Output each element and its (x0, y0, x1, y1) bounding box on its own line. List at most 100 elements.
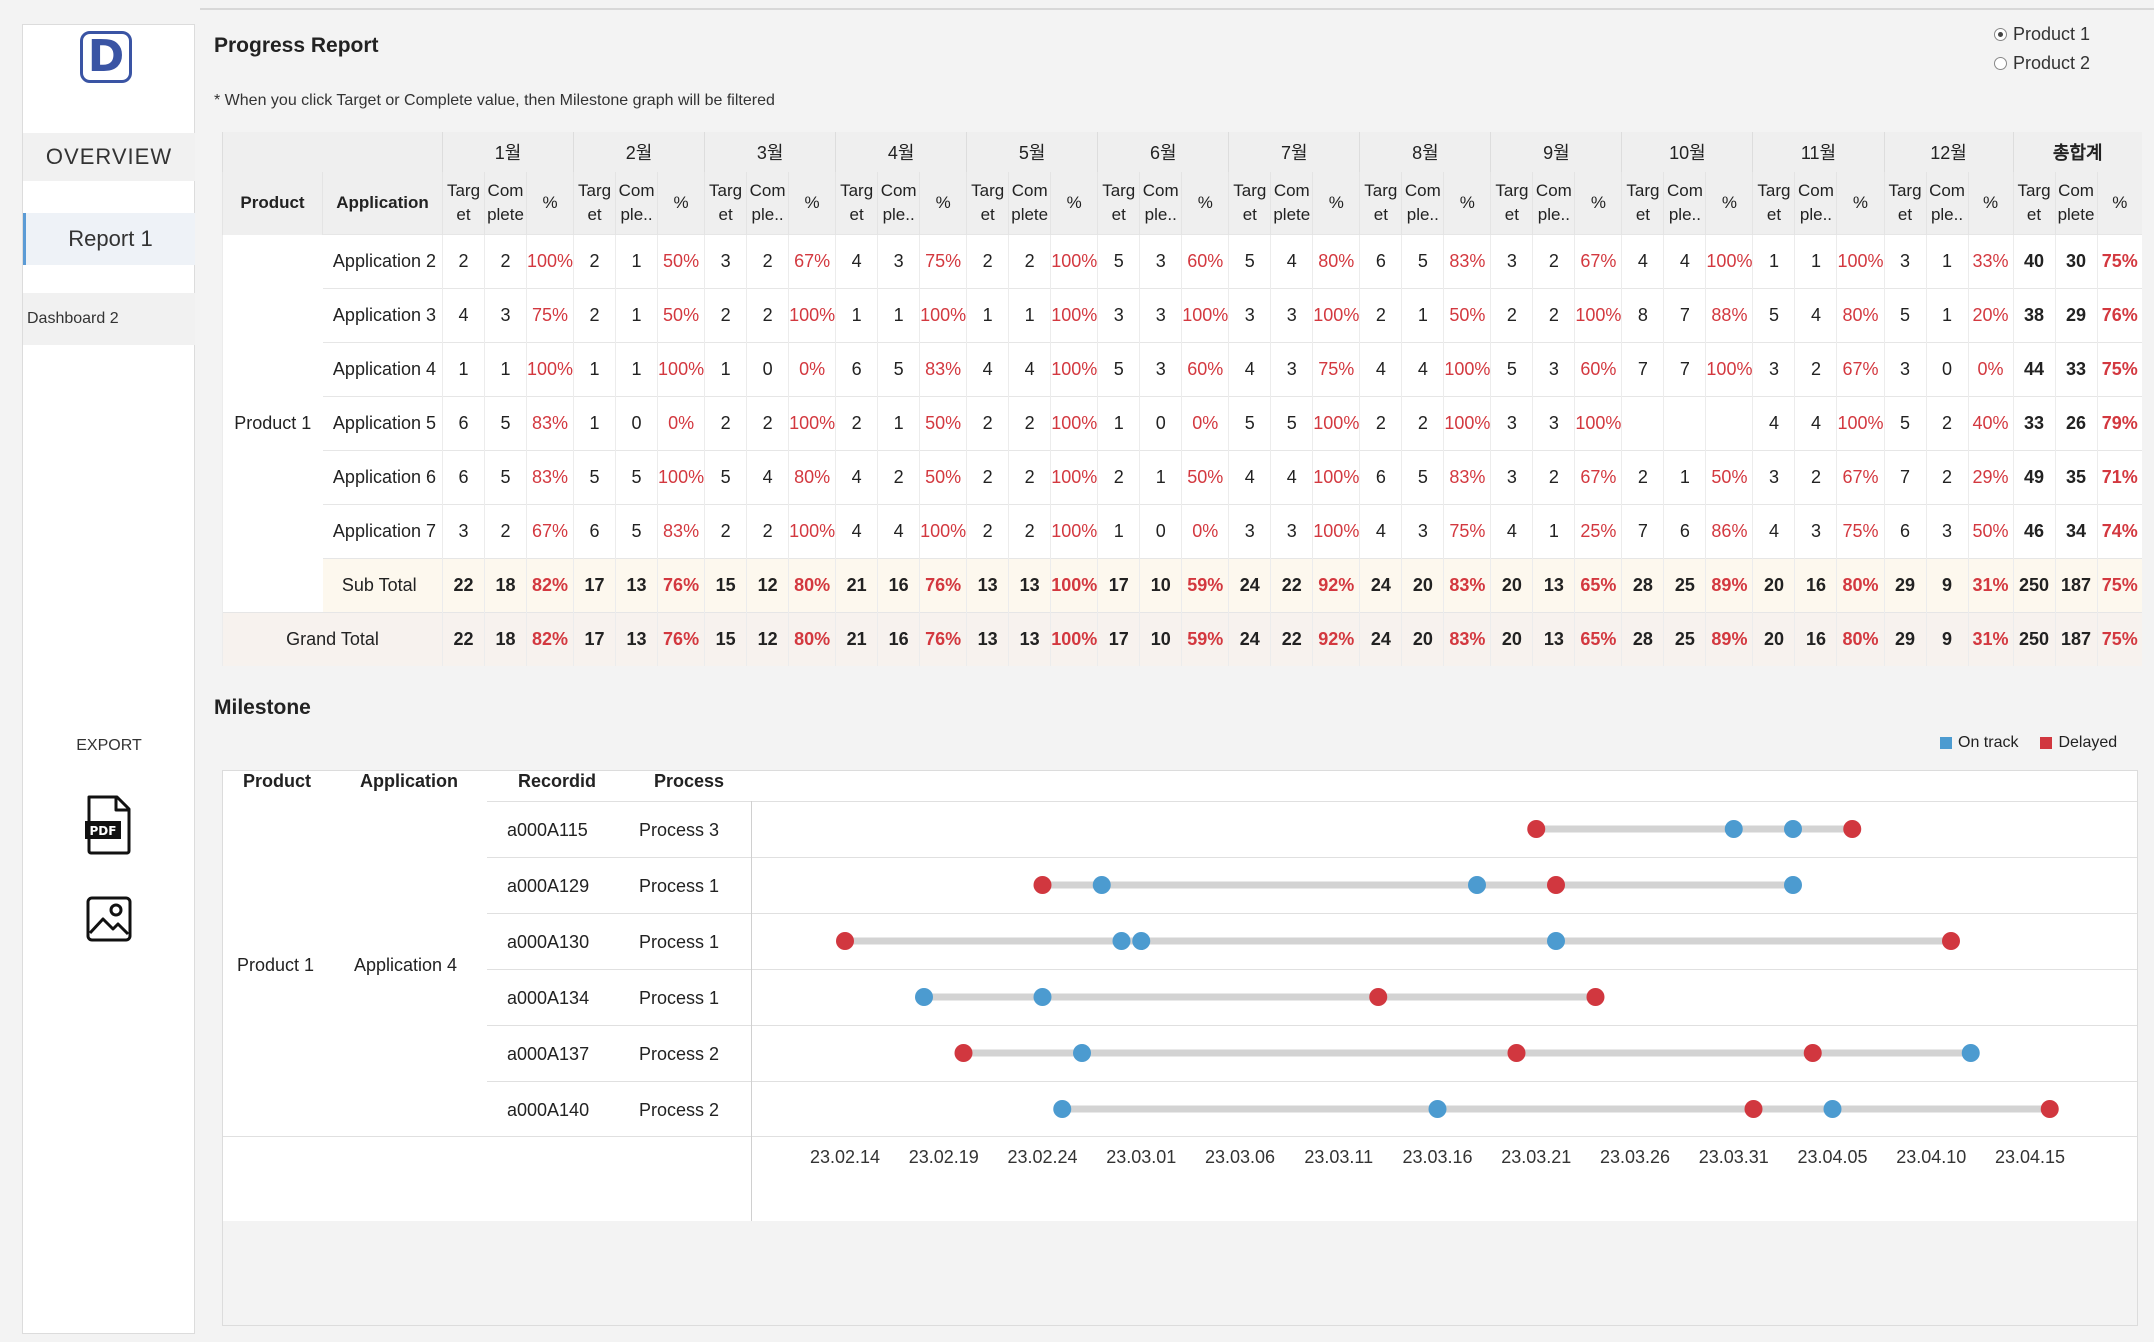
complete-header[interactable]: Com ple.. (1139, 172, 1182, 235)
target-cell[interactable]: 24 (1228, 558, 1271, 613)
target-header[interactable]: Targ et (1359, 172, 1402, 235)
complete-cell[interactable]: 13 (615, 558, 658, 613)
target-cell[interactable]: 1 (442, 342, 485, 397)
complete-cell[interactable]: 2 (484, 504, 527, 559)
nav-report-1[interactable]: Report 1 (23, 213, 195, 265)
target-cell[interactable]: 4 (1359, 342, 1402, 397)
target-cell[interactable]: 5 (1883, 396, 1927, 451)
target-cell[interactable]: 3 (1490, 450, 1533, 505)
target-cell[interactable]: 2 (1621, 450, 1664, 505)
target-cell[interactable]: 8 (1621, 288, 1664, 343)
target-cell[interactable]: 6 (1359, 234, 1402, 289)
target-cell[interactable]: 3 (1883, 342, 1927, 397)
pdf-export-icon[interactable]: PDF (85, 795, 133, 855)
complete-cell[interactable]: 1 (1925, 288, 1969, 343)
complete-cell[interactable]: 12 (746, 612, 789, 666)
product-option-1[interactable]: Product 1 (1994, 20, 2090, 49)
target-cell[interactable]: 3 (1228, 504, 1271, 559)
target-cell[interactable]: 4 (1752, 504, 1795, 559)
complete-header[interactable]: Com plete (2054, 172, 2098, 235)
milestone-point-delayed[interactable] (1033, 876, 1052, 894)
target-cell[interactable]: 2 (1097, 450, 1140, 505)
target-cell[interactable]: 21 (835, 558, 878, 613)
target-cell[interactable]: 29 (1883, 558, 1927, 613)
complete-cell[interactable]: 13 (1532, 558, 1575, 613)
target-cell[interactable]: 6 (835, 342, 878, 397)
complete-cell[interactable]: 4 (1401, 342, 1444, 397)
complete-cell[interactable]: 1 (1925, 234, 1969, 289)
target-cell[interactable]: 1 (835, 288, 878, 343)
complete-header[interactable]: Com plete (1270, 172, 1313, 235)
milestone-point-on-track[interactable] (1468, 876, 1486, 894)
target-header[interactable]: Targ et (1097, 172, 1140, 235)
target-cell[interactable]: 3 (442, 504, 485, 559)
target-cell[interactable]: 4 (1621, 234, 1664, 289)
target-cell[interactable]: 40 (2012, 234, 2056, 289)
target-header[interactable]: Targ et (1752, 172, 1795, 235)
target-cell[interactable]: 49 (2012, 450, 2056, 505)
complete-cell[interactable]: 5 (484, 396, 527, 451)
complete-header[interactable]: Com plete (1008, 172, 1051, 235)
complete-cell[interactable]: 2 (746, 288, 789, 343)
target-cell[interactable]: 4 (1752, 396, 1795, 451)
complete-header[interactable]: Com ple.. (746, 172, 789, 235)
milestone-point-delayed[interactable] (1586, 988, 1605, 1006)
complete-header[interactable]: Com ple.. (1794, 172, 1837, 235)
target-header[interactable]: Targ et (704, 172, 747, 235)
complete-cell[interactable]: 13 (1008, 612, 1051, 666)
complete-cell[interactable]: 13 (1008, 558, 1051, 613)
target-cell[interactable]: 1 (1097, 396, 1140, 451)
complete-cell[interactable]: 2 (1794, 450, 1837, 505)
complete-cell[interactable]: 3 (1532, 342, 1575, 397)
target-cell[interactable]: 24 (1359, 612, 1402, 666)
target-cell[interactable]: 5 (1097, 234, 1140, 289)
complete-cell[interactable]: 29 (2054, 288, 2098, 343)
target-cell[interactable]: 1 (1752, 234, 1795, 289)
complete-cell[interactable]: 1 (615, 288, 658, 343)
legend-on-track[interactable]: On track (1940, 734, 2018, 752)
target-cell[interactable]: 2 (966, 396, 1009, 451)
complete-cell[interactable]: 2 (1532, 288, 1575, 343)
complete-cell[interactable]: 9 (1925, 558, 1969, 613)
target-cell[interactable]: 2 (1359, 288, 1402, 343)
target-cell[interactable]: 20 (1490, 612, 1533, 666)
target-cell[interactable]: 6 (442, 396, 485, 451)
target-cell[interactable]: 44 (2012, 342, 2056, 397)
target-header[interactable]: Targ et (1621, 172, 1664, 235)
target-cell[interactable]: 24 (1228, 612, 1271, 666)
milestone-point-delayed[interactable] (1507, 1044, 1526, 1062)
complete-cell[interactable]: 2 (484, 234, 527, 289)
target-cell[interactable]: 2 (966, 450, 1009, 505)
milestone-point-on-track[interactable] (1428, 1100, 1447, 1118)
complete-cell[interactable]: 5 (615, 450, 658, 505)
complete-cell[interactable]: 2 (1401, 396, 1444, 451)
complete-cell[interactable]: 30 (2054, 234, 2098, 289)
target-header[interactable]: Targ et (966, 172, 1009, 235)
complete-cell[interactable]: 22 (1270, 558, 1313, 613)
milestone-point-on-track[interactable] (1092, 876, 1111, 894)
complete-cell[interactable]: 20 (1401, 558, 1444, 613)
complete-cell[interactable]: 1 (484, 342, 527, 397)
complete-header[interactable]: Com ple.. (1532, 172, 1575, 235)
milestone-point-on-track[interactable] (1784, 876, 1802, 894)
complete-cell[interactable]: 33 (2054, 342, 2098, 397)
target-cell[interactable]: 1 (573, 342, 616, 397)
milestone-point-on-track[interactable] (1961, 1044, 1980, 1062)
target-header[interactable]: Targ et (573, 172, 616, 235)
complete-cell[interactable]: 1 (1008, 288, 1051, 343)
nav-dashboard-2[interactable]: Dashboard 2 (23, 293, 195, 345)
complete-cell[interactable]: 5 (1270, 396, 1313, 451)
target-cell[interactable]: 15 (704, 612, 747, 666)
complete-cell[interactable]: 0 (1139, 504, 1182, 559)
complete-cell[interactable]: 0 (615, 396, 658, 451)
target-cell[interactable]: 2 (966, 234, 1009, 289)
target-cell[interactable]: 5 (573, 450, 616, 505)
target-header[interactable]: Targ et (1490, 172, 1533, 235)
target-cell[interactable]: 17 (573, 612, 616, 666)
complete-cell[interactable]: 10 (1139, 612, 1182, 666)
complete-cell[interactable]: 1 (1663, 450, 1706, 505)
complete-cell[interactable]: 4 (746, 450, 789, 505)
milestone-point-delayed[interactable] (836, 932, 854, 950)
complete-cell[interactable]: 1 (1532, 504, 1575, 559)
complete-cell[interactable]: 12 (746, 558, 789, 613)
